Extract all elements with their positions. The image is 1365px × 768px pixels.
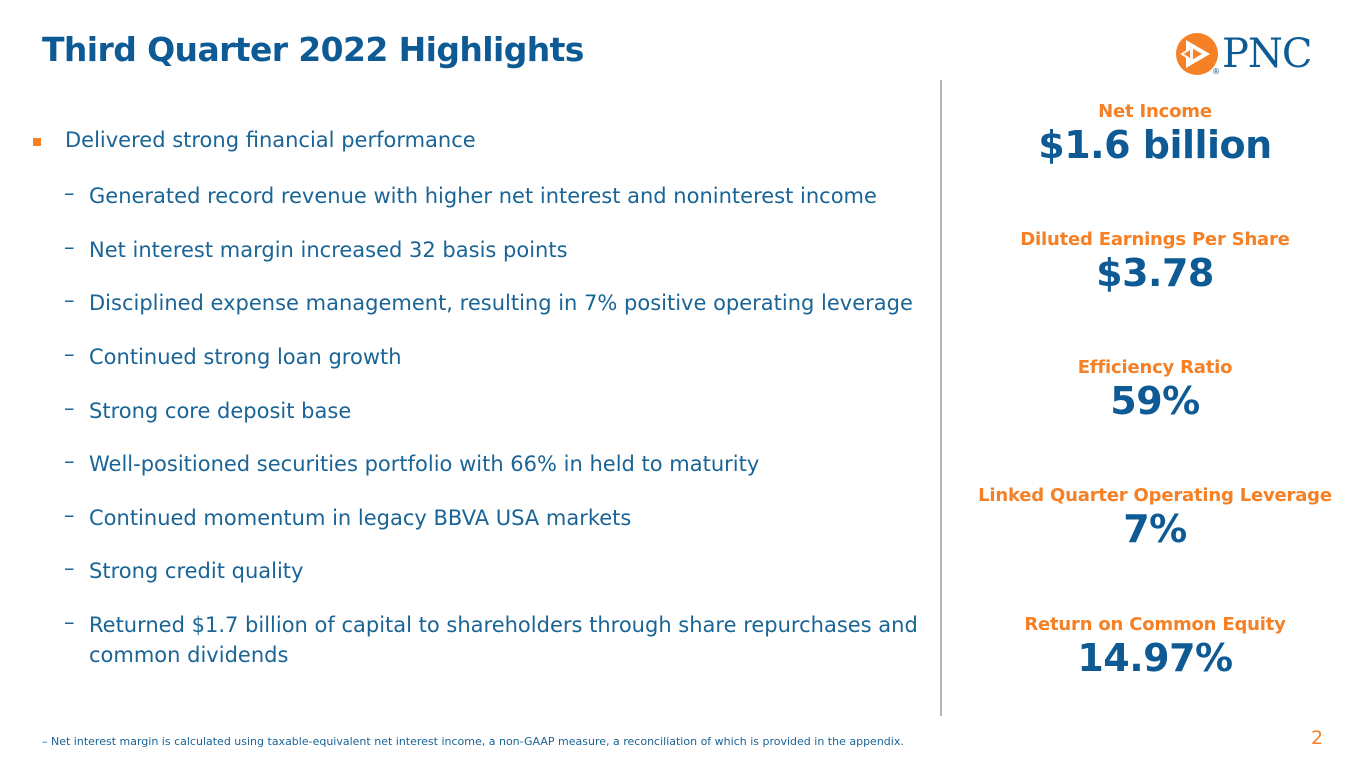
dash-bullet-icon: – xyxy=(64,288,75,312)
metric-diluted-eps: Diluted Earnings Per Share $3.78 xyxy=(950,229,1360,296)
metric-label: Net Income xyxy=(1098,101,1212,122)
metric-label: Return on Common Equity xyxy=(1024,614,1286,635)
sub-bullet-text: Well-positioned securities portfolio wit… xyxy=(89,452,760,476)
metric-value: $1.6 billion xyxy=(1038,123,1272,167)
metric-value: 7% xyxy=(1123,507,1187,551)
logo-wordmark: PNC xyxy=(1222,31,1313,77)
metric-operating-leverage: Linked Quarter Operating Leverage 7% xyxy=(950,485,1360,552)
metric-value: $3.78 xyxy=(1096,251,1214,295)
dash-bullet-icon: – xyxy=(64,396,75,420)
main-bullet-text: Delivered strong financial performance xyxy=(65,128,476,152)
metric-value: 59% xyxy=(1110,379,1200,423)
dash-bullet-icon: – xyxy=(64,610,75,634)
metric-label: Linked Quarter Operating Leverage xyxy=(978,485,1332,506)
metric-efficiency-ratio: Efficiency Ratio 59% xyxy=(950,357,1360,424)
pnc-logo: PNC ® xyxy=(1174,31,1334,79)
pnc-logo-icon xyxy=(1176,33,1218,75)
registered-mark: ® xyxy=(1212,67,1220,76)
metric-label: Efficiency Ratio xyxy=(1077,357,1233,378)
square-bullet-icon xyxy=(33,138,41,146)
sub-bullet-text: Continued strong loan growth xyxy=(89,345,402,369)
metric-value: 14.97% xyxy=(1077,636,1233,680)
sub-bullet-text: Disciplined expense management, resultin… xyxy=(89,291,913,315)
footnote: – Net interest margin is calculated usin… xyxy=(42,735,904,748)
dash-bullet-icon: – xyxy=(64,181,75,205)
sub-bullet-text: Generated record revenue with higher net… xyxy=(89,184,877,208)
sub-bullet-text: Continued momentum in legacy BBVA USA ma… xyxy=(89,506,632,530)
sub-bullet-text: Strong core deposit base xyxy=(89,399,352,423)
dash-bullet-icon: – xyxy=(64,449,75,473)
dash-bullet-icon: – xyxy=(64,235,75,259)
sub-bullet-text: Returned $1.7 billion of capital to shar… xyxy=(89,613,918,667)
metric-label: Diluted Earnings Per Share xyxy=(1020,229,1290,250)
dash-bullet-icon: – xyxy=(64,503,75,527)
sub-bullet-text: Strong credit quality xyxy=(89,559,304,583)
dash-bullet-icon: – xyxy=(64,556,75,580)
sub-bullet-text: Net interest margin increased 32 basis p… xyxy=(89,238,568,262)
vertical-divider xyxy=(940,80,942,716)
slide-title: Third Quarter 2022 Highlights xyxy=(42,30,584,69)
metric-return-on-equity: Return on Common Equity 14.97% xyxy=(950,614,1360,681)
page-number: 2 xyxy=(1311,727,1324,749)
metric-net-income: Net Income $1.6 billion xyxy=(950,101,1360,168)
dash-bullet-icon: – xyxy=(64,342,75,366)
